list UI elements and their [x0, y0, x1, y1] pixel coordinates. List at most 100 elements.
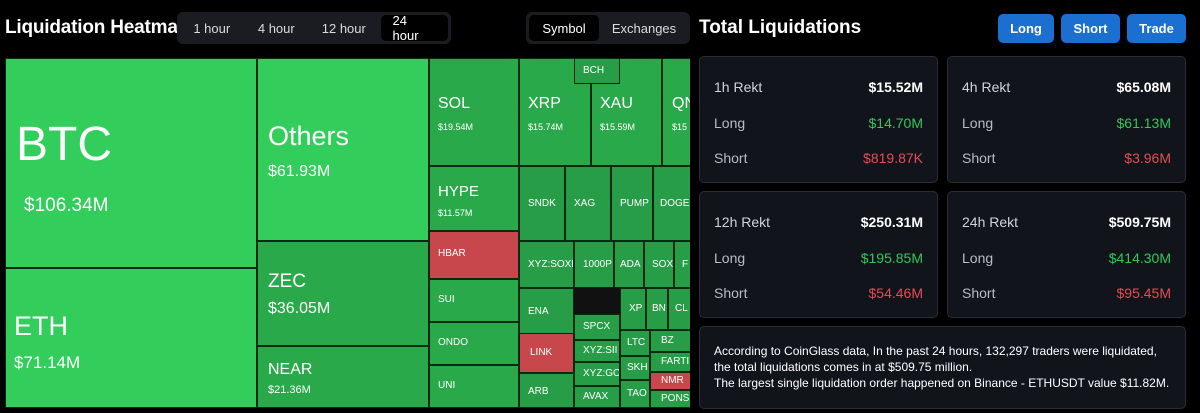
group-by-selector: Symbol Exchanges [526, 12, 690, 44]
short-value: $95.45M [1116, 285, 1171, 301]
tab-24-hour[interactable]: 24 hour [380, 13, 448, 43]
tile-symbol: XRP [528, 95, 561, 112]
tile-xag[interactable]: XAG [565, 166, 611, 241]
tile-pump[interactable]: PUMP [611, 166, 653, 241]
tile-symbol: XYZ:SII [583, 345, 618, 356]
tile-bz[interactable]: BZ [650, 330, 690, 352]
tile-xyz-soxl[interactable]: XYZ:SOXL [519, 241, 574, 288]
tile-symbol: BN [652, 303, 666, 314]
tile-spcx[interactable]: SPCX [574, 314, 620, 340]
tile-symbol: ONDO [438, 337, 468, 348]
tile-pons[interactable]: PONS [650, 390, 690, 408]
tile-bch[interactable]: BCH [574, 58, 620, 84]
tab-12-hour[interactable]: 12 hour [321, 20, 366, 36]
total-liquidations-title: Total Liquidations [699, 17, 862, 38]
tile-symbol: ARB [528, 386, 549, 397]
tile-near[interactable]: NEAR $21.36M [257, 346, 429, 408]
tile-symbol: NEAR [268, 361, 313, 378]
stat-total: $65.08M [1116, 79, 1171, 95]
stat-card-4h: 4h Rekt $65.08M Long $61.13M Short $3.96M [947, 56, 1186, 183]
tile-1000p[interactable]: 1000P [574, 241, 614, 288]
tile-farti[interactable]: FARTI [650, 352, 690, 372]
tile-btc[interactable]: BTC $106.34M [5, 58, 257, 268]
short-button[interactable]: Short [1061, 14, 1120, 43]
tile-tao[interactable]: TAO [620, 380, 650, 408]
tile-f[interactable]: F [674, 241, 690, 288]
tile-symbol: UNI [438, 380, 456, 391]
tile-symbol: XYZ:GO [583, 368, 620, 379]
page-title: Liquidation Heatmap [5, 17, 190, 38]
tile-ltc[interactable]: LTC [620, 330, 650, 356]
tile-doge[interactable]: DOGE [653, 166, 690, 241]
tile-symbol: TAO [627, 388, 647, 399]
tile-symbol: BTC [16, 118, 112, 171]
stat-total: $15.52M [868, 79, 923, 95]
tile-symbol: SUI [438, 294, 455, 305]
tile-avax[interactable]: AVAX [574, 386, 620, 408]
tile-xyz-go[interactable]: XYZ:GO [574, 362, 620, 386]
tile-qn[interactable]: QN $15 [662, 58, 690, 166]
tab-symbol[interactable]: Symbol [529, 15, 599, 41]
tile-others[interactable]: Others $61.93M [257, 58, 429, 241]
tile-symbol: ZEC [268, 271, 306, 292]
tile-symbol: LTC [627, 337, 646, 348]
short-value: $3.96M [1124, 150, 1171, 166]
long-button[interactable]: Long [998, 14, 1054, 43]
short-label: Short [962, 150, 996, 166]
stat-card-1h: 1h Rekt $15.52M Long $14.70M Short $819.87K [699, 56, 938, 183]
tile-value: $71.14M [14, 353, 81, 372]
tile-value: $19.54M [438, 122, 474, 132]
stat-total: $250.31M [860, 214, 923, 230]
tile-symbol: NMR [661, 375, 684, 386]
tile-link[interactable]: LINK [519, 333, 574, 373]
tile-ondo[interactable]: ONDO [429, 322, 519, 365]
stat-title: 4h Rekt [962, 79, 1011, 95]
tab-1-hour[interactable]: 1 hour [193, 20, 231, 36]
stat-total: $509.75M [1108, 214, 1171, 230]
tile-zec[interactable]: ZEC $36.05M [257, 241, 429, 346]
tile-value: $61.93M [268, 163, 331, 180]
tile-arb[interactable]: ARB [519, 373, 574, 408]
tile-symbol: ETH [14, 311, 68, 341]
tab-exchanges[interactable]: Exchanges [611, 20, 677, 36]
trade-button[interactable]: Trade [1127, 14, 1186, 43]
tile-symbol: PUMP [620, 198, 649, 209]
tile-symbol: LINK [530, 347, 553, 358]
tile-symbol: BCH [583, 65, 605, 76]
tile-eth[interactable]: ETH $71.14M [5, 268, 257, 408]
tile-sol[interactable]: SOL $19.54M [429, 58, 519, 166]
tile-cl[interactable]: CL [668, 288, 690, 330]
tile-hype[interactable]: HYPE $11.57M [429, 166, 519, 231]
tile-value: $36.05M [268, 300, 331, 317]
tile-uni[interactable]: UNI [429, 365, 519, 408]
summary-text: According to CoinGlass data, In the past… [714, 344, 1157, 374]
liquidation-summary: According to CoinGlass data, In the past… [699, 326, 1186, 409]
tile-sui[interactable]: SUI [429, 279, 519, 322]
tile-value: $15.74M [528, 122, 564, 132]
tile-xp[interactable]: XP [620, 288, 646, 330]
tile-bn[interactable]: BN [646, 288, 668, 330]
short-label: Short [714, 285, 748, 301]
tile-symbol: XAG [574, 198, 596, 209]
tile-symbol: XYZ:SOXL [528, 259, 574, 270]
stat-card-24h: 24h Rekt $509.75M Long $414.30M Short $95.4… [947, 191, 1186, 318]
tile-nmr[interactable]: NMR [650, 372, 690, 390]
tile-symbol: ENA [528, 306, 549, 317]
stat-title: 24h Rekt [962, 214, 1019, 230]
short-value: $819.87K [863, 150, 923, 166]
long-label: Long [714, 250, 746, 266]
tile-sox[interactable]: SOX [644, 241, 674, 288]
tile-symbol: SOL [438, 95, 471, 112]
tile-symbol: SKH [627, 362, 648, 373]
tile-symbol: XAU [600, 95, 633, 112]
tile-symbol: SNDK [528, 198, 556, 209]
long-label: Long [714, 115, 746, 131]
tab-4-hour[interactable]: 4 hour [257, 20, 295, 36]
tile-skh[interactable]: SKH [620, 356, 650, 380]
tile-hbar[interactable]: HBAR [429, 231, 519, 279]
tile-sndk[interactable]: SNDK [519, 166, 565, 241]
tile-ada[interactable]: ADA [614, 241, 644, 288]
long-value: $14.70M [868, 115, 923, 131]
tile-symbol: SPCX [583, 321, 611, 332]
tile-xyz-sii[interactable]: XYZ:SII [574, 340, 620, 362]
